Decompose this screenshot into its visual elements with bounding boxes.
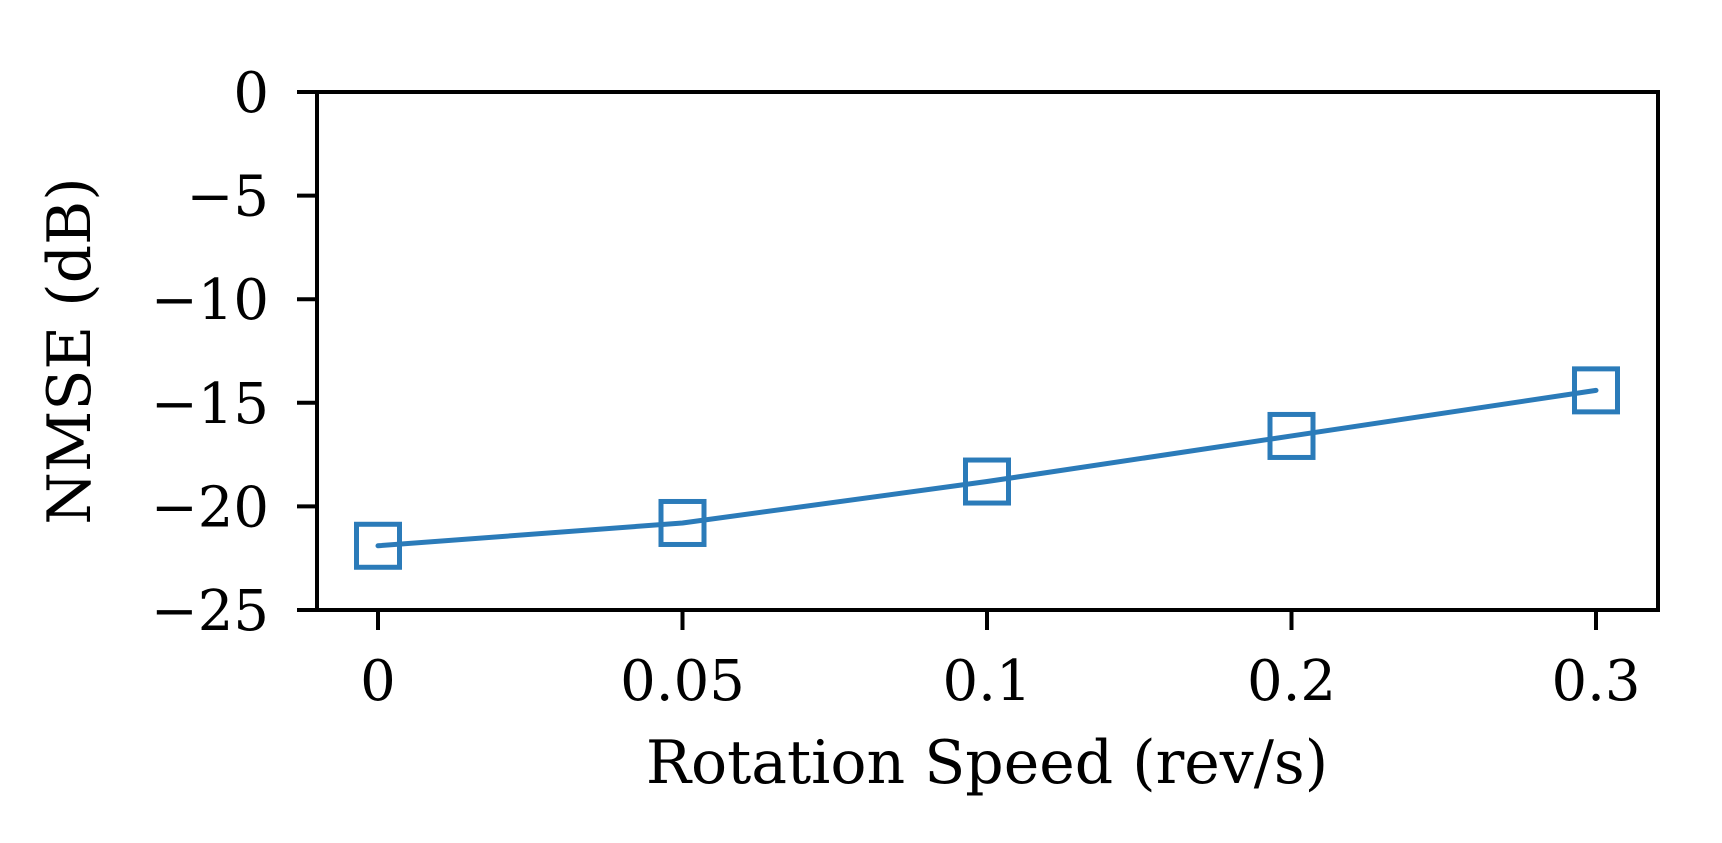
data-point-marker bbox=[354, 521, 402, 570]
y-tick-label: −25 bbox=[151, 579, 269, 644]
x-tick-label: 0 bbox=[360, 649, 396, 714]
plot-frame bbox=[315, 90, 1660, 612]
data-line bbox=[375, 387, 1599, 549]
x-axis-label: Rotation Speed (rev/s) bbox=[646, 728, 1328, 798]
y-tick-label: −15 bbox=[151, 372, 269, 437]
x-tick-label: 0.05 bbox=[620, 649, 745, 714]
y-axis-label: NMSE (dB) bbox=[35, 177, 105, 524]
x-tick-label: 0.1 bbox=[942, 649, 1031, 714]
y-tick-label: −10 bbox=[151, 268, 269, 333]
y-tick-label: −20 bbox=[151, 475, 269, 540]
y-tick-label: −5 bbox=[186, 165, 269, 230]
data-point-marker bbox=[658, 498, 707, 547]
plot-area: 0 −5 −10 −15 −20 −25 0 0.05 0.1 0.2 0.3 bbox=[151, 61, 1660, 714]
x-tick-label: 0.3 bbox=[1551, 649, 1640, 714]
data-point-marker bbox=[1572, 366, 1620, 415]
x-tick-label: 0.2 bbox=[1247, 649, 1336, 714]
data-point-marker bbox=[963, 457, 1011, 506]
y-tick-label: 0 bbox=[233, 61, 269, 126]
data-point-marker bbox=[1267, 411, 1316, 460]
